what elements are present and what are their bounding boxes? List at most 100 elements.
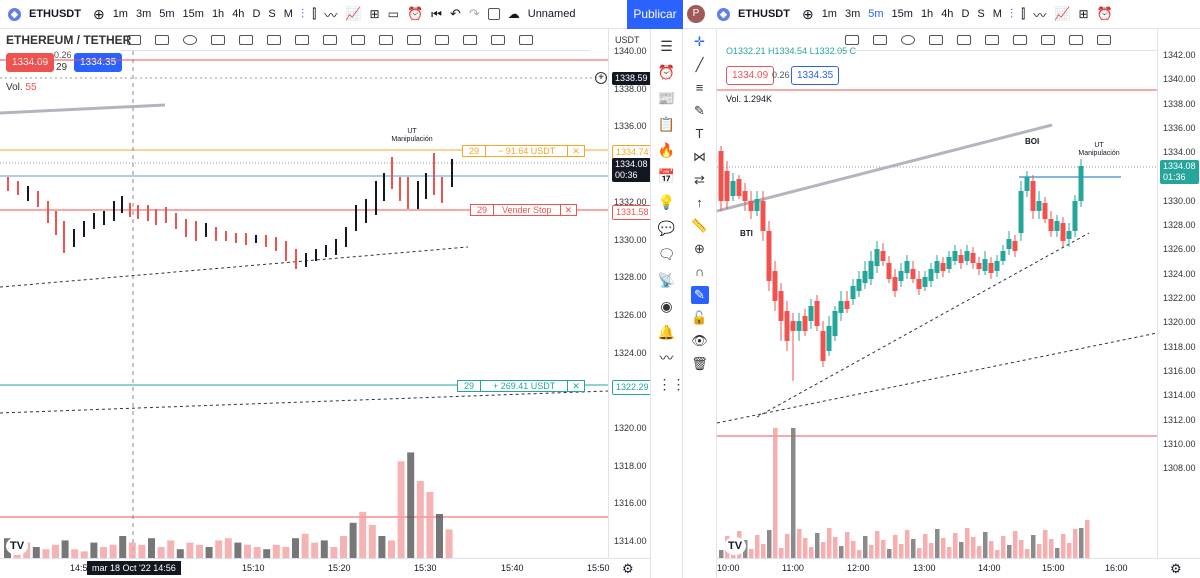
right-settings-icon[interactable]: ⚙ (1170, 561, 1182, 576)
interval-3m[interactable]: 3m (844, 8, 861, 20)
candles-icon[interactable]: ⫿ (312, 6, 317, 21)
line-icon[interactable]: 〰 (324, 7, 338, 23)
rectangle-icon[interactable] (211, 34, 225, 45)
order-stop[interactable]: 29 Vender Stop ✕ (470, 204, 578, 216)
brush-icon[interactable] (1013, 34, 1027, 45)
notifications-icon[interactable]: 🔔 (657, 324, 676, 340)
interval-5m[interactable]: 5m (868, 8, 884, 20)
cloud-save-icon[interactable]: ☁ (507, 7, 520, 21)
price-range-icon[interactable] (491, 34, 505, 45)
ellipse-icon[interactable] (183, 34, 197, 45)
fib-icon[interactable] (873, 34, 887, 45)
flag-icon[interactable] (323, 34, 337, 45)
arrow-up-icon[interactable]: ↑ (696, 195, 703, 210)
right-sell-price[interactable]: 1334.09 (726, 66, 775, 85)
alarm-icon[interactable]: ⏰ (657, 64, 676, 80)
interval-4h[interactable]: 4h (232, 8, 245, 20)
projection-icon[interactable] (1069, 34, 1083, 45)
brush-icon[interactable] (295, 34, 309, 45)
interval-s[interactable]: S (977, 8, 985, 20)
templates-icon[interactable]: ⊞ (369, 7, 380, 21)
right-time-axis[interactable] (717, 558, 1200, 578)
close-icon[interactable]: ✕ (559, 204, 577, 216)
chats-icon[interactable]: 💬 (657, 220, 676, 236)
fib-icon[interactable]: ≡ (695, 80, 704, 95)
replay-icon[interactable]: ⏮ (431, 6, 442, 21)
flag-icon[interactable] (1041, 34, 1055, 45)
trend-line-icon[interactable]: ╱ (695, 57, 704, 72)
path-icon[interactable] (239, 34, 253, 45)
text-icon[interactable]: T (695, 126, 704, 141)
interval-3m[interactable]: 3m (135, 8, 152, 20)
layout-name[interactable]: Unnamed (527, 8, 576, 20)
redo-icon[interactable]: ↷ (468, 6, 480, 21)
interval-m[interactable]: M (992, 8, 1002, 20)
news-icon[interactable]: 📰 (657, 90, 676, 106)
ideas-icon[interactable]: 💡 (657, 194, 676, 210)
interval-d[interactable]: D (252, 8, 261, 20)
indicators-icon[interactable]: 📈 (1054, 6, 1071, 21)
chart-type-icon[interactable]: ⫶ (300, 6, 305, 21)
pattern-icon[interactable]: ⋈ (693, 149, 706, 164)
trend-line-icon[interactable] (845, 34, 859, 45)
interval-1m[interactable]: 1m (821, 8, 837, 20)
left-sell-price[interactable]: 1334.09 (6, 53, 55, 72)
right-buy-price[interactable]: 1334.35 (791, 66, 840, 85)
interval-d[interactable]: D (961, 8, 970, 20)
projection-icon[interactable] (351, 34, 365, 45)
profile-avatar[interactable]: P (687, 5, 705, 23)
close-icon[interactable]: ✕ (567, 380, 584, 392)
add-symbol-icon[interactable]: ⊕ (801, 5, 814, 22)
hline-icon[interactable] (407, 34, 421, 45)
streams-icon[interactable]: 📡 (657, 272, 676, 288)
path-icon[interactable] (957, 34, 971, 45)
order-take-profit[interactable]: 29 − 91.64 USDT ✕ (462, 145, 585, 157)
right-price-axis[interactable] (1157, 29, 1200, 558)
lock-icon[interactable]: 🔓 (691, 310, 708, 325)
left-settings-icon[interactable]: ⚙ (622, 561, 634, 576)
left-buy-price[interactable]: 1334.35 (74, 53, 123, 72)
chart-type-icon[interactable]: ⫶ (1009, 6, 1014, 21)
close-icon[interactable]: ✕ (567, 145, 584, 157)
hotlist-icon[interactable]: 🔥 (657, 142, 676, 158)
ellipse-icon[interactable] (901, 34, 915, 45)
trend-line-icon[interactable] (127, 34, 141, 45)
right-symbol-button[interactable]: ◆ ETHUSDT (713, 7, 794, 21)
prediction-icon[interactable]: ⇄ (694, 172, 705, 187)
fib-icon[interactable] (155, 34, 169, 45)
watchlist-icon[interactable]: ☰ (660, 38, 673, 54)
layout-icon[interactable]: ▭ (387, 7, 399, 21)
interval-s[interactable]: S (268, 8, 276, 20)
crosshair-icon[interactable]: ✛ (694, 34, 705, 49)
templates-icon[interactable]: ⊞ (1078, 7, 1089, 21)
plus-icon[interactable]: + (595, 72, 607, 84)
interval-5m[interactable]: 5m (159, 8, 175, 20)
eye-icon[interactable]: 👁 (691, 333, 708, 348)
data-window-icon[interactable]: 📋 (657, 116, 676, 132)
brush-icon[interactable]: ✎ (694, 103, 705, 118)
alert-icon[interactable]: ⏰ (406, 6, 424, 21)
interval-1m[interactable]: 1m (112, 8, 128, 20)
order-limit[interactable]: 29 + 269.41 USDT ✕ (457, 380, 585, 392)
publish-button[interactable]: Publicar (627, 0, 683, 29)
candles-icon[interactable]: ⫿ (1021, 6, 1026, 21)
interval-1h[interactable]: 1h (211, 8, 225, 20)
interval-m[interactable]: M (283, 8, 293, 20)
calendar-icon[interactable]: 📅 (657, 168, 676, 184)
dom-icon[interactable]: ⋮⋮ (657, 376, 686, 392)
magnet-icon[interactable]: ∩ (694, 264, 705, 279)
trash-icon[interactable]: 🗑 (691, 356, 708, 371)
rectangle-icon[interactable] (929, 34, 943, 45)
left-price-axis[interactable]: USDT (608, 29, 650, 558)
frame-icon[interactable] (1097, 34, 1111, 45)
ray-icon[interactable] (267, 34, 281, 45)
frame-icon[interactable] (379, 34, 393, 45)
ray-icon[interactable] (985, 34, 999, 45)
horizontal-ray-icon[interactable] (463, 34, 477, 45)
indicators-icon[interactable]: 📈 (345, 6, 362, 21)
messages-icon[interactable]: 🗨 (657, 246, 676, 262)
broadcast-icon[interactable]: ◉ (660, 298, 673, 314)
right-chart-canvas[interactable] (717, 51, 1157, 558)
line-icon[interactable]: 〰 (1033, 7, 1047, 23)
interval-15m[interactable]: 15m (182, 8, 204, 20)
